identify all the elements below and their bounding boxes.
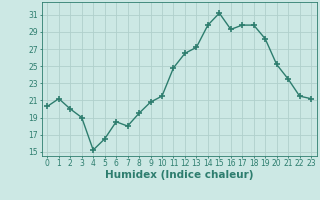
- X-axis label: Humidex (Indice chaleur): Humidex (Indice chaleur): [105, 170, 253, 180]
